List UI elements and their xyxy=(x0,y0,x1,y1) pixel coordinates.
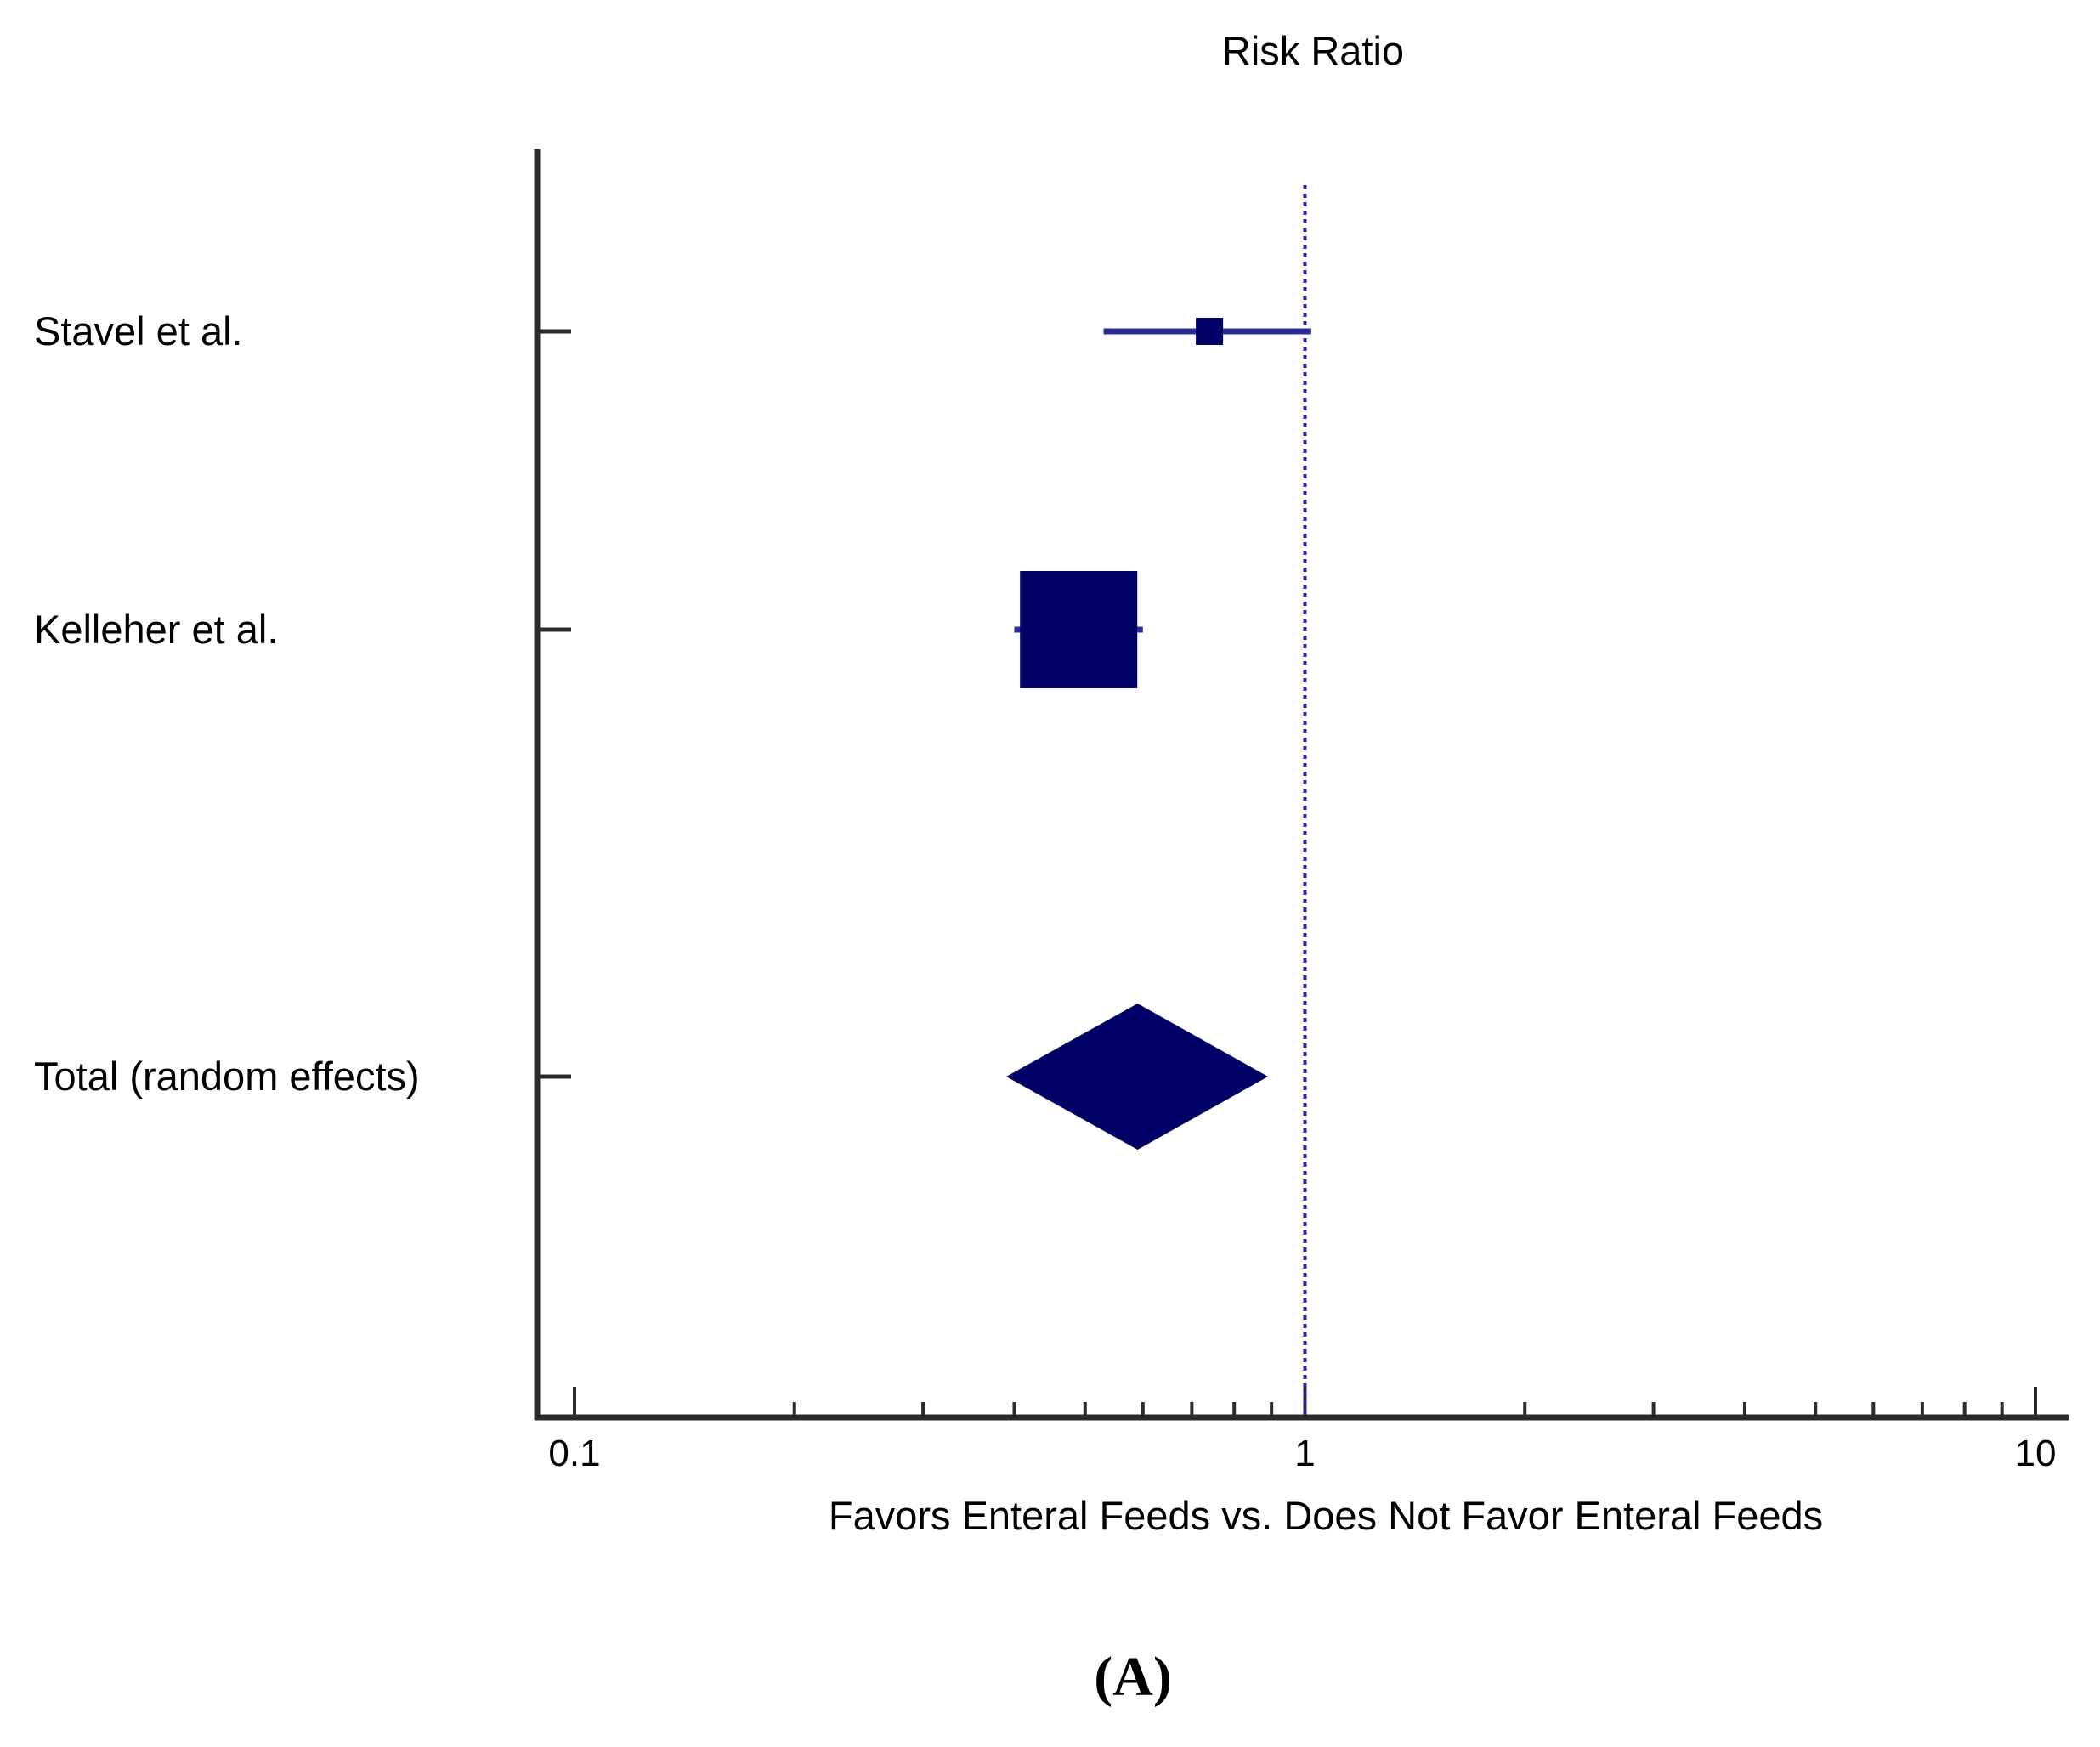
study-point xyxy=(1020,571,1138,688)
x-tick-label: 10 xyxy=(2015,1433,2057,1474)
study-labels: Stavel et al. Kelleher et al. Total (rando… xyxy=(34,308,420,1099)
pooled-diamond xyxy=(1006,1004,1269,1150)
study-point xyxy=(1196,318,1224,345)
x-axis-label: Favors Enteral Feeds vs. Does Not Favor … xyxy=(829,1493,1823,1538)
x-tick-label: 1 xyxy=(1294,1433,1315,1474)
pooled-label: Total (random effects) xyxy=(34,1054,420,1099)
chart-title: Risk Ratio xyxy=(1222,28,1404,73)
study-label: Kelleher et al. xyxy=(34,607,278,652)
study-marks xyxy=(1006,318,1311,1150)
study-label: Stavel et al. xyxy=(34,308,243,353)
panel-label: (A) xyxy=(1094,1646,1172,1708)
axes xyxy=(534,149,2069,1421)
x-tick-label: 0.1 xyxy=(548,1433,600,1474)
x-axis-ticks: 0.1 1 10 xyxy=(548,1387,2056,1474)
